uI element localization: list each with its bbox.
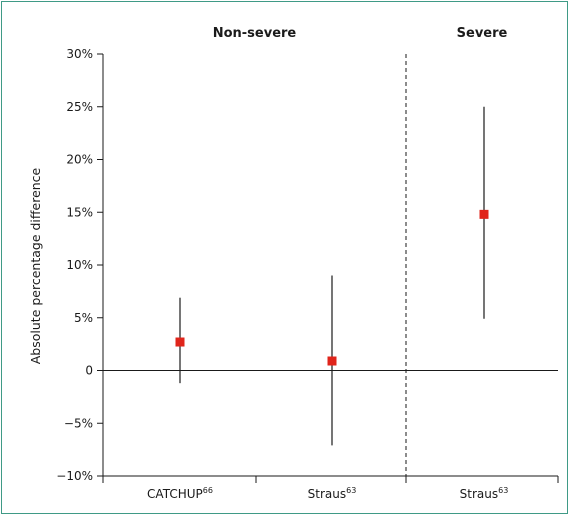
- group-labels: Non-severe Severe: [213, 26, 508, 41]
- y-tick-label: 0: [85, 364, 93, 378]
- y-tick-label: 15%: [66, 205, 93, 219]
- y-tick-label: 20%: [66, 153, 93, 167]
- y-axis-label: Absolute percentage difference: [28, 167, 43, 364]
- x-axis: CATCHUP66 Straus63 Straus63: [102, 370, 559, 501]
- point-marker: [175, 337, 185, 347]
- y-tick-label: −5%: [64, 416, 93, 430]
- y-tick-label: 5%: [74, 311, 93, 325]
- y-tick-label: 10%: [66, 258, 93, 272]
- point-marker: [479, 209, 489, 219]
- data-points: [175, 106, 489, 446]
- y-axis: 30% 25% 20% 15% 10% 5% 0 −5% −10%: [56, 47, 104, 483]
- x-tick-label: Straus63: [460, 486, 509, 501]
- y-tick-label: 25%: [66, 100, 93, 114]
- group-label: Severe: [457, 26, 508, 41]
- x-tick-label: CATCHUP66: [147, 486, 213, 501]
- point-marker: [327, 356, 337, 366]
- y-tick-label: −10%: [56, 469, 93, 483]
- x-tick-label: Straus63: [308, 486, 357, 501]
- y-tick-label: 30%: [66, 47, 93, 61]
- group-label: Non-severe: [213, 26, 297, 41]
